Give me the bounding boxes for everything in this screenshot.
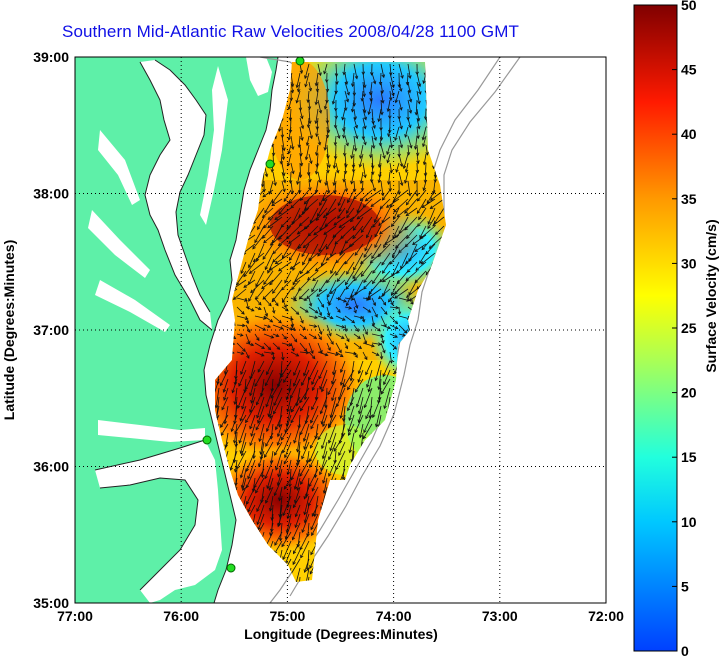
colorbar-label: Surface Velocity (cm/s) (703, 219, 719, 372)
colorbar-tick-label: 0 (681, 643, 689, 659)
colorbar-tick-label: 30 (681, 255, 697, 271)
grid (75, 57, 606, 603)
radar-site-marker (226, 563, 236, 573)
radar-site-marker (265, 159, 275, 169)
chesapeake-bay (140, 60, 212, 330)
colorbar-tick-label: 5 (681, 578, 689, 594)
x-tick-label: 73:00 (482, 608, 518, 624)
y-tick-label: 37:00 (33, 322, 69, 338)
y-tick-label: 36:00 (33, 459, 69, 475)
colorbar-tick-label: 45 (681, 62, 697, 78)
colorbar (633, 4, 678, 652)
colorbar-tick-label: 20 (681, 385, 697, 401)
colorbar-tick-label: 50 (681, 0, 697, 13)
y-axis-label: Latitude (Degrees:Minutes) (1, 240, 17, 420)
x-tick-label: 74:00 (376, 608, 412, 624)
colorbar-tick-label: 35 (681, 191, 697, 207)
radar-sites (202, 57, 305, 573)
radar-site-marker (202, 435, 212, 445)
map-title: Southern Mid-Atlantic Raw Velocities 200… (62, 22, 519, 41)
y-tick-label: 35:00 (33, 595, 69, 611)
x-tick-label: 72:00 (588, 608, 624, 624)
colorbar-tick-label: 40 (681, 126, 697, 142)
y-tick-label: 38:00 (33, 186, 69, 202)
x-axis-label: Longitude (Degrees:Minutes) (244, 626, 438, 642)
colorbar-tick-label: 15 (681, 449, 697, 465)
y-axis-ticks: 39:00 38:00 37:00 36:00 35:00 (33, 49, 69, 611)
radar-site-marker (295, 57, 305, 66)
colorbar-tick-label: 10 (681, 514, 697, 530)
colorbar-tick-label: 25 (681, 320, 697, 336)
x-tick-label: 76:00 (163, 608, 199, 624)
x-axis-ticks: 77:00 76:00 75:00 74:00 73:00 72:00 (57, 608, 624, 624)
pamlico-sound (95, 440, 222, 603)
x-tick-label: 77:00 (57, 608, 93, 624)
y-tick-label: 39:00 (33, 49, 69, 65)
x-tick-label: 75:00 (269, 608, 305, 624)
